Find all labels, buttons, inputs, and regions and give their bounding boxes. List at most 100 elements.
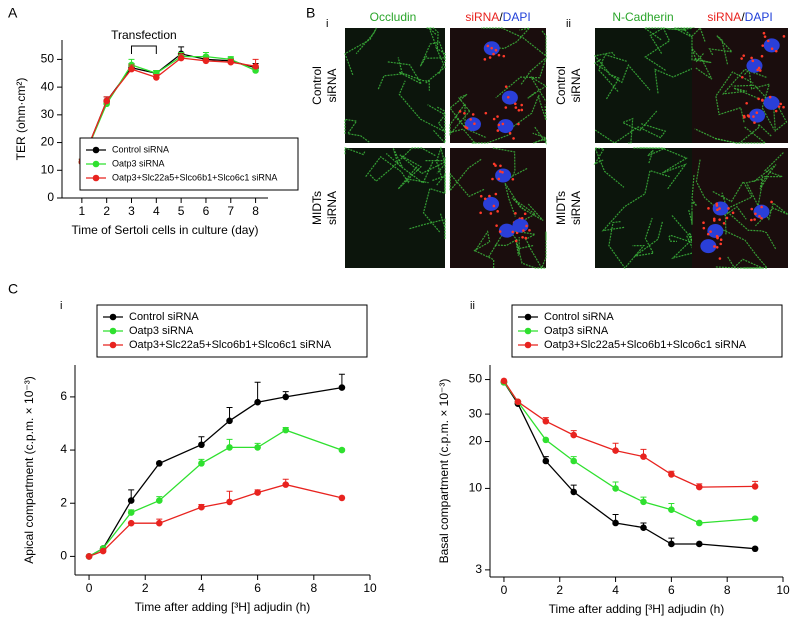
nucleus (749, 108, 766, 123)
sirna-dot (514, 239, 518, 243)
y-tick-label: 20 (41, 135, 55, 149)
sirna-dot (499, 164, 502, 168)
x-tick-label: 6 (203, 204, 210, 218)
x-tick-label: 0 (86, 581, 93, 595)
data-point (751, 515, 759, 522)
sirna-dot (747, 115, 751, 118)
sirna-dot (504, 85, 508, 88)
cell-border (532, 126, 548, 145)
data-point (85, 553, 93, 560)
y-tick-label: 30 (469, 406, 483, 420)
x-tick-label: 3 (128, 204, 135, 218)
data-point (338, 384, 346, 391)
sirna-dot (514, 102, 517, 106)
cell-border (714, 256, 763, 269)
nucleus (707, 223, 724, 238)
row-label: siRNA (569, 68, 583, 102)
sirna-dot (492, 52, 495, 56)
sirna-dot (715, 204, 719, 207)
cell-border (638, 147, 688, 190)
y-axis-label: Basal compartment (c.p.m. × 10⁻³) (437, 379, 451, 564)
overlay-part: DAPI (503, 10, 531, 24)
sirna-dot (753, 121, 756, 124)
sirna-dot (722, 221, 726, 225)
data-point (542, 436, 550, 444)
cell-border (744, 68, 775, 130)
data-point (227, 58, 235, 66)
y-tick-label: 50 (469, 372, 483, 386)
y-axis-label: TER (ohm·cm²) (14, 78, 28, 161)
cell-border (425, 156, 446, 192)
cell-border (473, 230, 495, 269)
nucleus (700, 239, 717, 254)
data-point (155, 519, 163, 527)
x-tick-label: 10 (363, 581, 377, 595)
cell-border (598, 54, 627, 93)
sirna-dot (719, 238, 723, 241)
legend-swatch (109, 341, 117, 349)
sirna-dot (757, 66, 761, 70)
data-point (338, 494, 346, 502)
sirna-dot (523, 212, 527, 216)
x-tick-label: 10 (776, 583, 790, 597)
data-point (500, 377, 508, 385)
panel-label: B (306, 5, 315, 21)
data-point (612, 447, 619, 454)
cell-border (398, 80, 446, 145)
cell-border (694, 126, 768, 144)
data-point (155, 497, 163, 504)
sirna-dot (760, 216, 763, 220)
sirna-dot (713, 245, 716, 248)
sirna-dot (763, 35, 767, 38)
row-label: MIDTs (554, 191, 568, 225)
sirna-dot (498, 230, 502, 233)
sirna-dot (491, 177, 494, 181)
row-label: Control (310, 66, 324, 105)
x-tick-label: 0 (501, 583, 508, 597)
panel-label: A (8, 5, 18, 21)
cell-border (528, 231, 547, 270)
y-tick-label: 6 (60, 389, 67, 403)
x-tick-label: 6 (254, 581, 261, 595)
sirna-dot (770, 47, 774, 51)
sirna-dot (465, 126, 469, 130)
cell-border (397, 154, 445, 190)
overlay-part: / (499, 10, 503, 24)
cell-border (527, 76, 548, 102)
cell-border (344, 118, 371, 144)
micrograph (450, 148, 546, 268)
sirna-dot (520, 103, 524, 107)
stain-label: Occludin (370, 10, 417, 24)
sirna-dot (496, 129, 500, 132)
cell-border (449, 158, 485, 198)
data-point (155, 460, 163, 467)
cell-border (691, 26, 712, 64)
data-point (282, 481, 290, 488)
data-point (282, 393, 290, 401)
sirna-dot (514, 106, 518, 109)
sirna-dot (463, 111, 466, 115)
legend-label: Oatp3+Slc22a5+Slco6b1+Slco6c1 siRNA (129, 339, 332, 351)
cell-border (745, 164, 777, 208)
sirna-dot (716, 208, 719, 212)
panel-label: C (8, 281, 18, 297)
data-point (103, 97, 110, 105)
data-point (695, 519, 703, 527)
data-point (198, 441, 205, 449)
cell-border (632, 147, 666, 164)
cell-border (593, 51, 616, 74)
cell-border (691, 175, 698, 225)
sirna-dot (750, 207, 754, 211)
x-tick-label: 2 (556, 583, 563, 597)
x-tick-label: 2 (103, 204, 110, 218)
x-tick-label: 4 (153, 204, 160, 218)
sirna-dot (731, 211, 735, 215)
x-tick-label: 4 (198, 581, 205, 595)
sirna-dot (524, 236, 528, 240)
stain-label: N-Cadherin (612, 10, 673, 24)
sirna-dot (517, 108, 521, 112)
cell-border (377, 73, 430, 91)
sirna-dot (483, 58, 487, 61)
sirna-dot (760, 54, 764, 58)
